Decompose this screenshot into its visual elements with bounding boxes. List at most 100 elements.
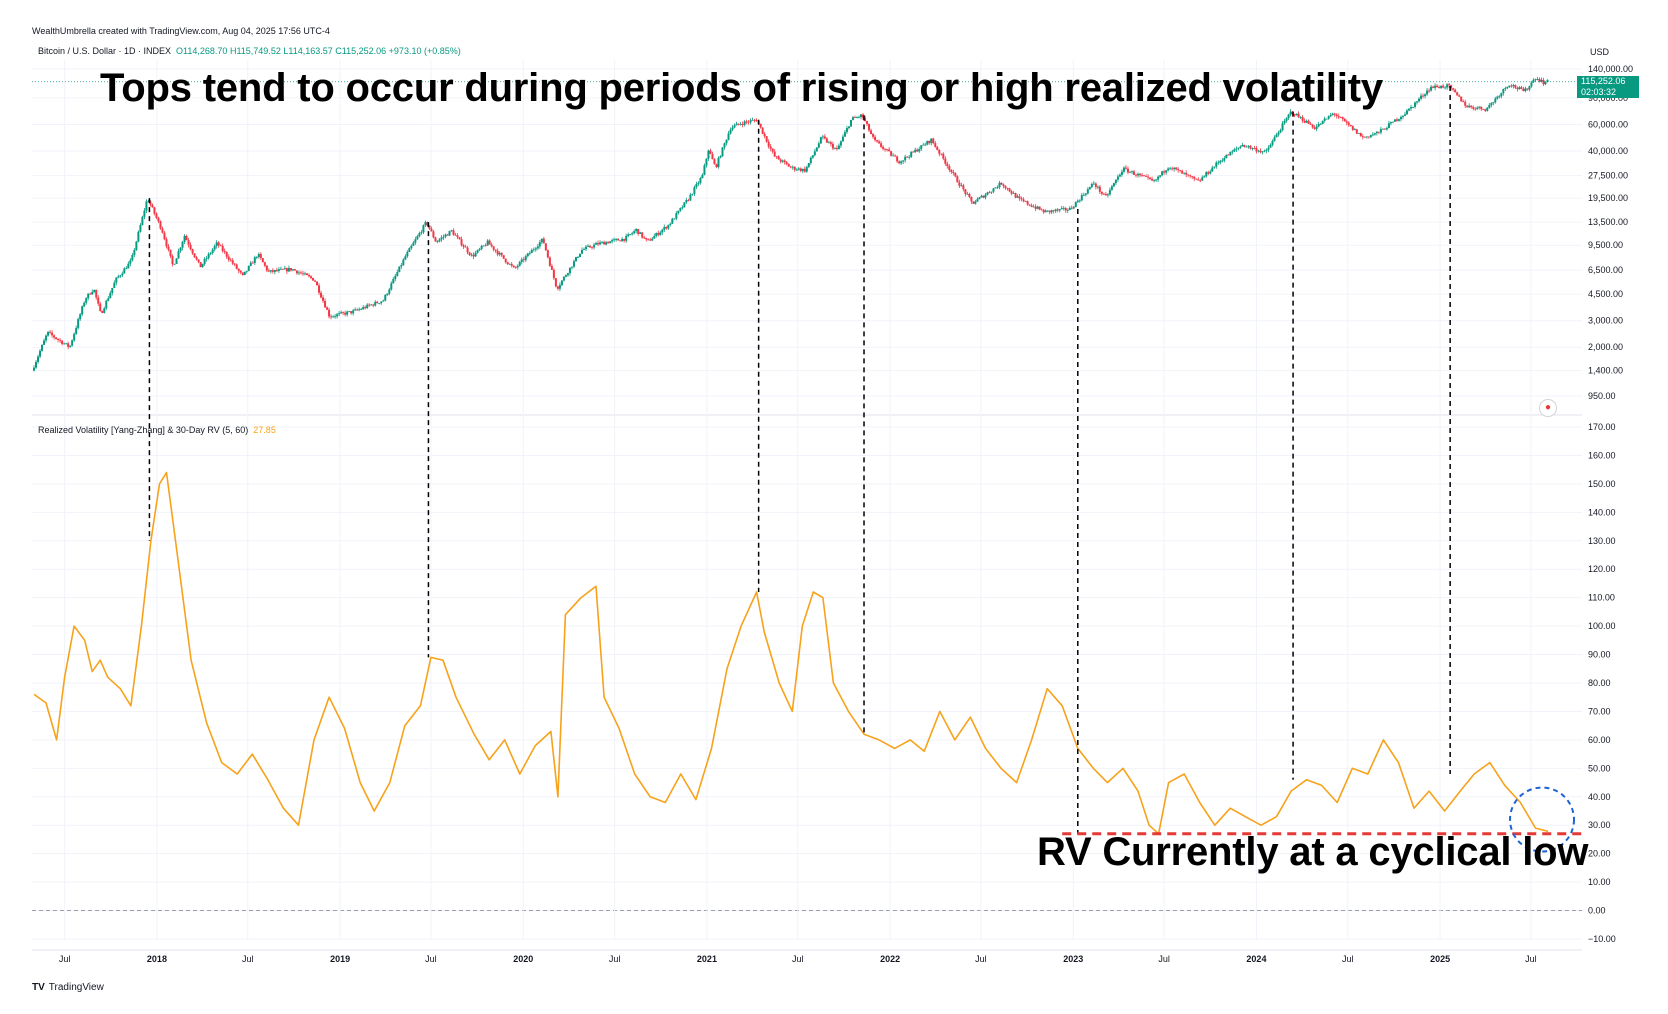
price-candle — [544, 243, 547, 251]
price-candle — [621, 238, 624, 242]
price-candle — [201, 263, 204, 268]
price-candle — [994, 187, 997, 189]
price-candle — [849, 119, 852, 127]
price-candle — [181, 241, 184, 248]
price-candle — [799, 168, 802, 171]
price-candle — [1490, 103, 1493, 105]
price-candle — [177, 251, 180, 259]
price-candle — [534, 248, 537, 250]
rv-tick-label: 50.00 — [1588, 763, 1611, 773]
price-candle — [1195, 178, 1198, 180]
price-candle — [1137, 173, 1140, 176]
price-candle — [422, 225, 425, 233]
price-candle — [785, 162, 788, 165]
price-candle — [330, 316, 333, 318]
price-candle — [1315, 126, 1318, 129]
price-candle — [1504, 88, 1507, 89]
price-candle — [1094, 183, 1097, 187]
price-candle — [139, 225, 142, 232]
price-candle — [888, 149, 891, 152]
price-candle — [307, 275, 310, 277]
price-candle — [1510, 85, 1513, 87]
price-candle — [1442, 85, 1445, 88]
price-candle — [599, 242, 602, 245]
price-candle — [1448, 84, 1451, 86]
price-candle — [837, 145, 840, 150]
price-candle — [81, 306, 84, 315]
price-candle — [562, 276, 565, 281]
price-candle — [593, 244, 596, 248]
price-candle — [560, 280, 563, 286]
price-candle — [249, 262, 252, 266]
price-candle — [1470, 105, 1473, 108]
price-candle — [1329, 114, 1332, 117]
price-candle — [434, 237, 437, 242]
price-candle — [171, 256, 174, 265]
price-candle — [944, 158, 947, 164]
price-candle — [1395, 119, 1398, 121]
price-candle — [1004, 186, 1007, 188]
price-candle — [111, 287, 114, 294]
price-candle — [872, 134, 875, 137]
price-candle — [564, 275, 567, 277]
price-candle — [1116, 176, 1119, 180]
price-candle — [890, 151, 893, 156]
tradingview-brand[interactable]: TV TradingView — [32, 982, 104, 993]
price-candle — [906, 156, 909, 158]
price-candle — [129, 260, 132, 264]
price-tick-label: 6,500.00 — [1588, 265, 1623, 275]
price-candle — [1082, 194, 1085, 196]
annotation-note: RV Currently at a cyclical low — [1037, 830, 1589, 874]
price-candle — [623, 238, 626, 241]
price-candle — [185, 235, 188, 241]
price-candle — [117, 276, 120, 278]
price-candle — [265, 265, 268, 271]
price-candle — [410, 245, 413, 249]
price-candle — [1343, 119, 1346, 122]
price-candle — [1038, 206, 1041, 210]
price-candle — [1420, 95, 1423, 99]
last-price-tag: 115,252.06 02:03:32 — [1577, 76, 1639, 98]
price-candle — [63, 343, 66, 345]
price-candle — [183, 235, 186, 242]
price-candle — [1265, 149, 1268, 151]
price-candle — [595, 243, 598, 245]
price-candle — [482, 245, 485, 247]
price-candle — [1173, 167, 1176, 170]
price-candle — [1249, 145, 1252, 149]
price-candle — [731, 127, 734, 130]
price-candle — [119, 275, 122, 277]
price-candle — [1538, 79, 1541, 82]
price-candle — [406, 251, 409, 257]
price-candle — [378, 303, 381, 304]
price-candle — [880, 143, 883, 147]
price-candle — [1189, 175, 1192, 177]
us-flag-icon[interactable]: ● — [1539, 399, 1557, 417]
price-candle — [1323, 118, 1326, 121]
price-candle — [667, 224, 670, 229]
price-candle — [231, 260, 234, 264]
price-candle — [1440, 85, 1443, 89]
price-candle — [759, 123, 762, 128]
price-candle — [522, 259, 525, 261]
tradingview-logo-icon: TV — [32, 982, 45, 993]
indicator-name: Realized Volatility [Yang-Zhang] & 30-Da… — [38, 425, 249, 435]
price-candle — [261, 258, 264, 263]
price-candle — [998, 182, 1001, 188]
price-candle — [1155, 179, 1158, 181]
price-candle — [1522, 88, 1525, 92]
price-candle — [1076, 200, 1079, 203]
price-candle — [1056, 209, 1059, 211]
price-candle — [283, 268, 286, 270]
price-candle — [675, 213, 678, 219]
price-candle — [235, 264, 238, 269]
price-candle — [87, 293, 90, 299]
price-candle — [490, 244, 493, 247]
price-candle — [1161, 171, 1164, 176]
price-candle — [1086, 189, 1089, 194]
price-candle — [958, 182, 961, 186]
price-candle — [428, 225, 431, 229]
price-candle — [1339, 117, 1342, 118]
price-candle — [538, 242, 541, 247]
